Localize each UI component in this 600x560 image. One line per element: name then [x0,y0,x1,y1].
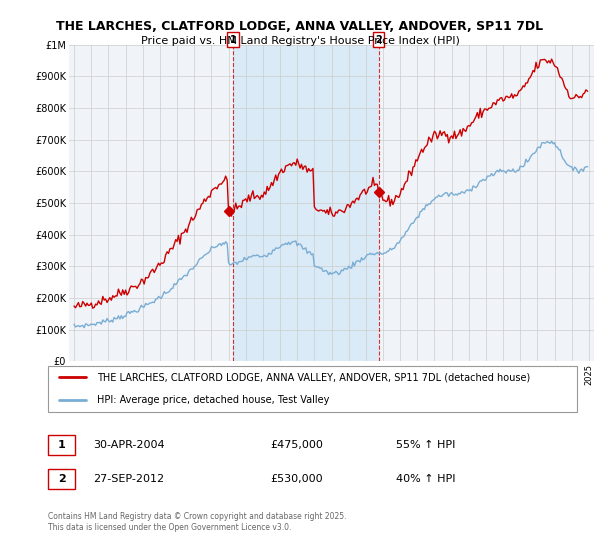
Text: 2: 2 [376,35,382,45]
Bar [233,45,379,361]
Text: HPI: Average price, detached house, Test Valley: HPI: Average price, detached house, Test… [97,395,329,405]
Text: 30-APR-2004: 30-APR-2004 [93,440,164,450]
Text: £530,000: £530,000 [270,474,323,484]
Text: THE LARCHES, CLATFORD LODGE, ANNA VALLEY, ANDOVER, SP11 7DL: THE LARCHES, CLATFORD LODGE, ANNA VALLEY… [56,20,544,32]
Text: 40% ↑ HPI: 40% ↑ HPI [396,474,455,484]
Text: THE LARCHES, CLATFORD LODGE, ANNA VALLEY, ANDOVER, SP11 7DL (detached house): THE LARCHES, CLATFORD LODGE, ANNA VALLEY… [97,372,530,382]
Text: 55% ↑ HPI: 55% ↑ HPI [396,440,455,450]
FancyBboxPatch shape [48,366,577,412]
Text: £475,000: £475,000 [270,440,323,450]
Text: 1: 1 [229,35,236,45]
Text: Price paid vs. HM Land Registry's House Price Index (HPI): Price paid vs. HM Land Registry's House … [140,36,460,46]
Text: 1: 1 [58,440,65,450]
Text: Contains HM Land Registry data © Crown copyright and database right 2025.
This d: Contains HM Land Registry data © Crown c… [48,512,347,532]
Text: 27-SEP-2012: 27-SEP-2012 [93,474,164,484]
Text: 2: 2 [58,474,65,484]
